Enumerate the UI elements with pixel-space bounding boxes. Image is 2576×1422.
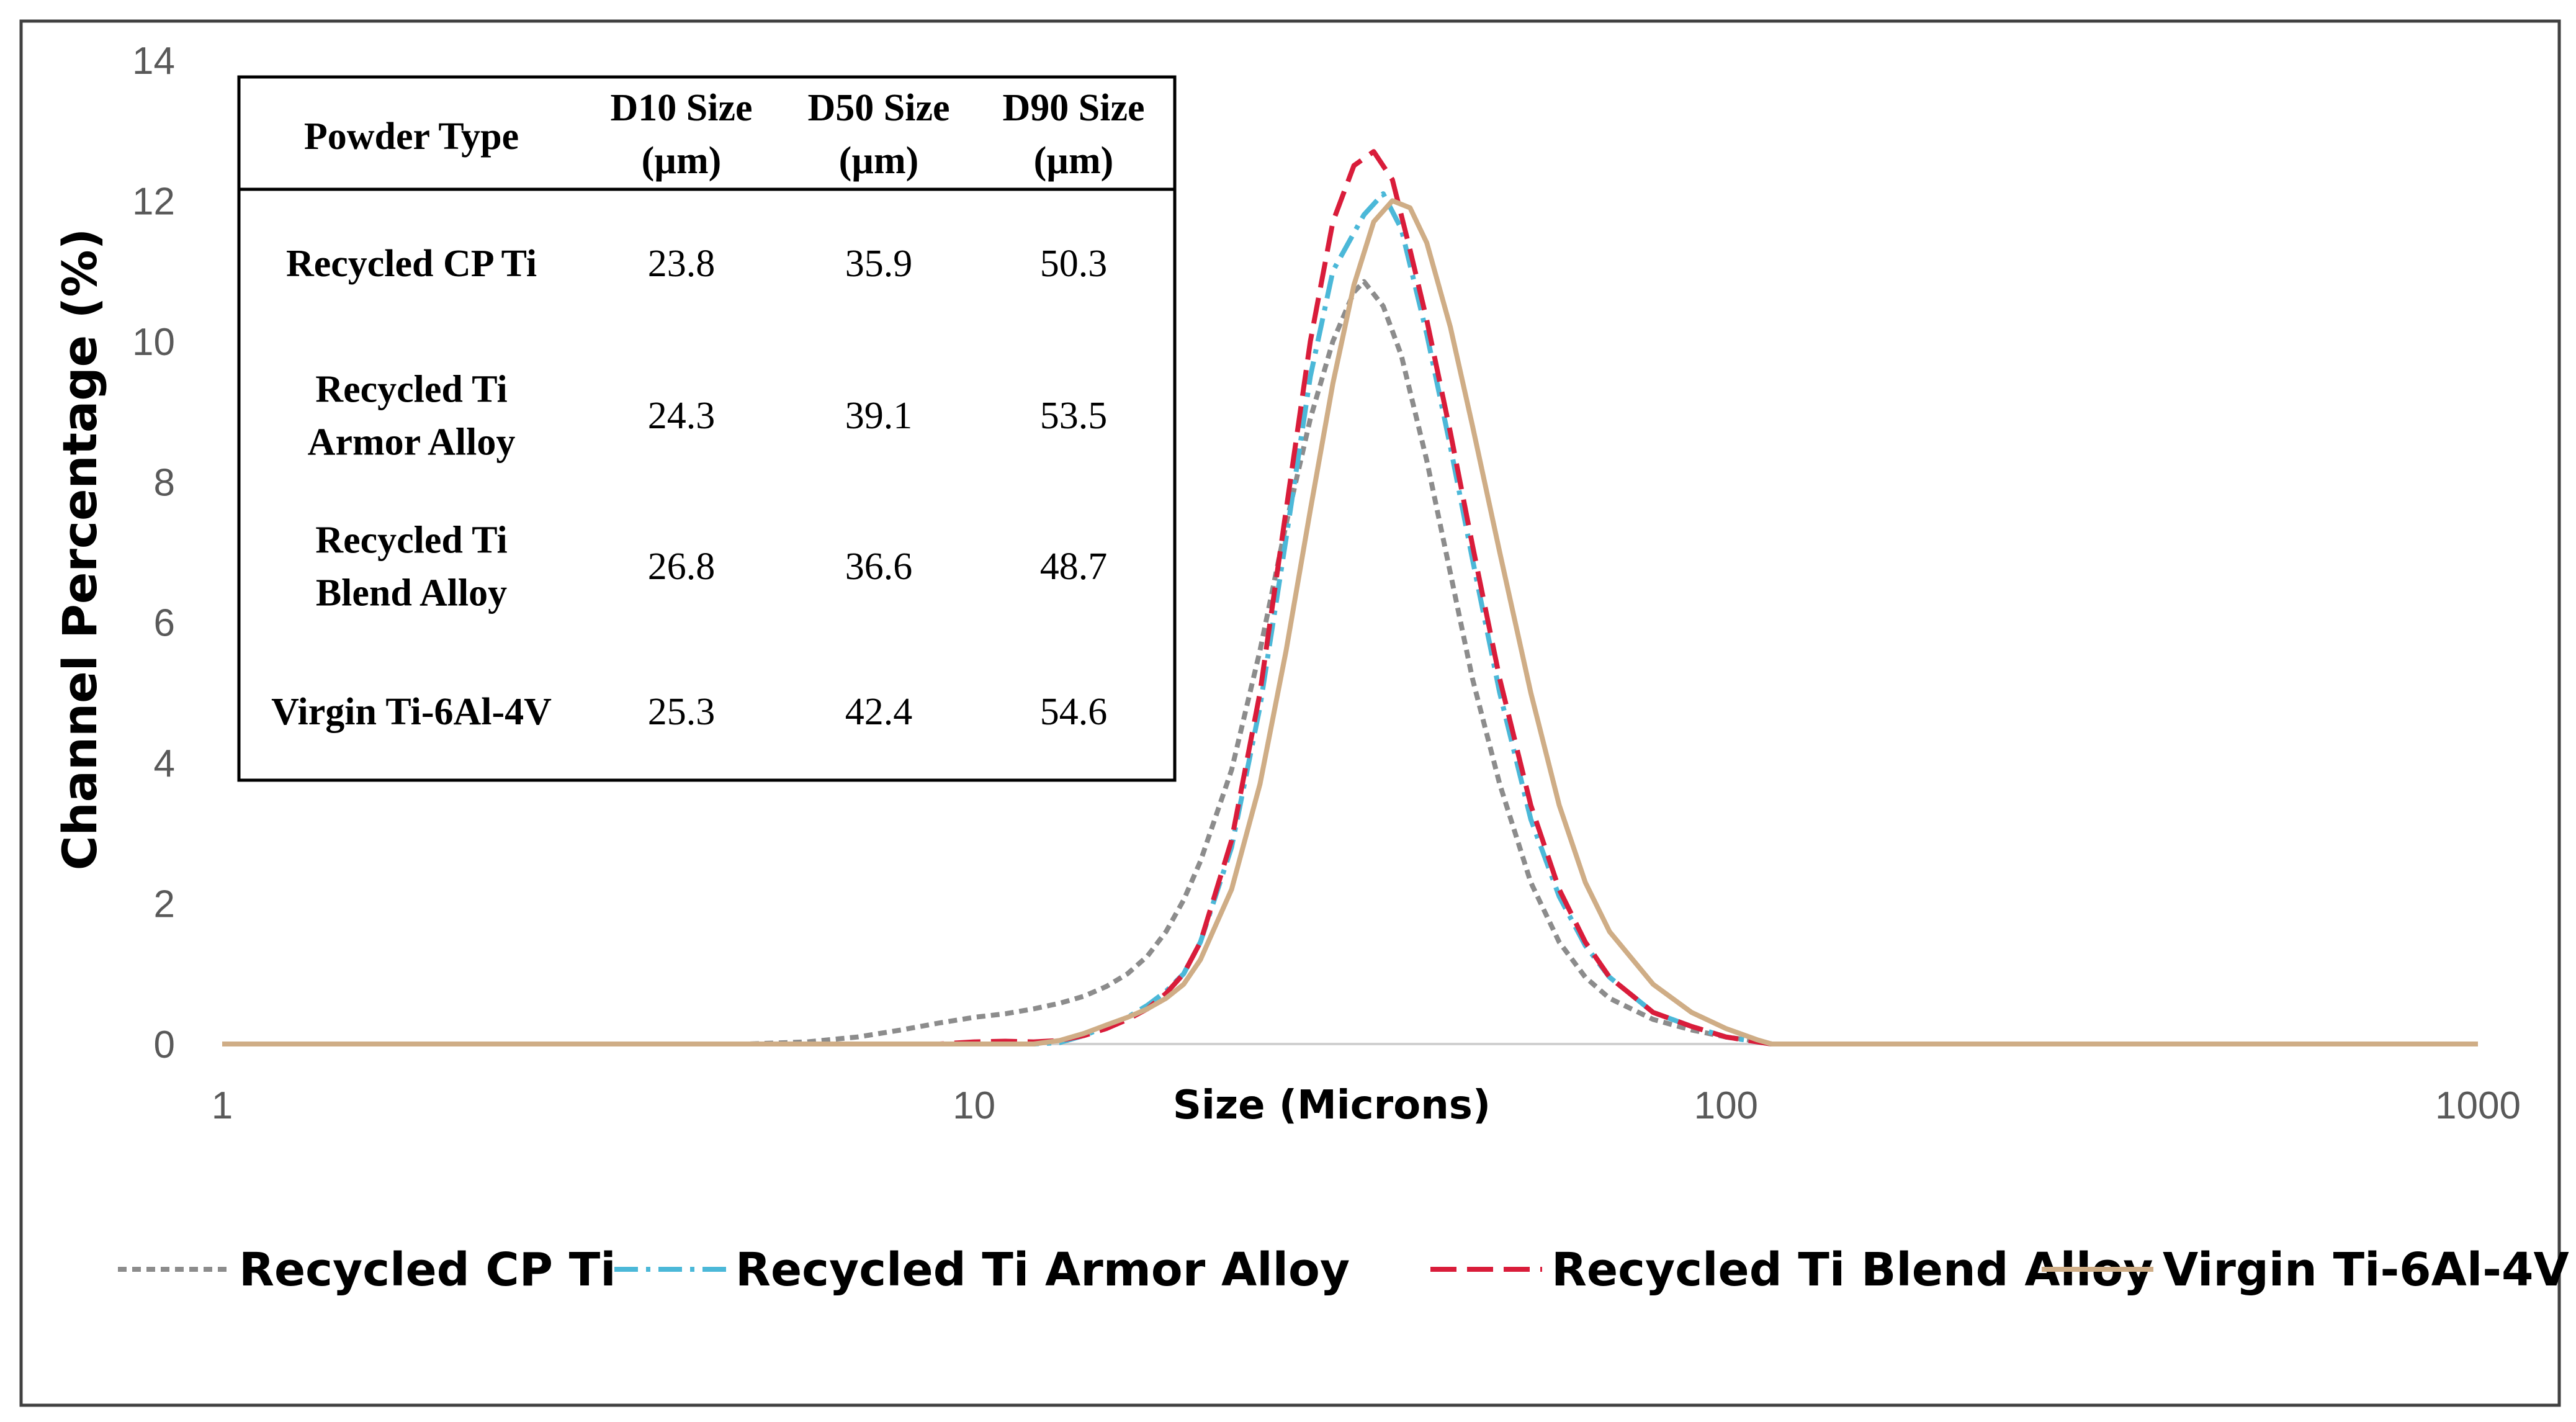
legend-label: Recycled CP Ti xyxy=(239,1243,616,1297)
table-row-label: Recycled Ti xyxy=(315,520,507,562)
x-tick-label: 1000 xyxy=(2435,1084,2521,1127)
table-cell: 42.4 xyxy=(845,691,913,733)
y-tick-label: 8 xyxy=(154,461,175,504)
table-cell: 50.3 xyxy=(1040,243,1108,285)
table-header-cell: (µm) xyxy=(642,140,722,182)
x-tick-label: 100 xyxy=(1694,1084,1758,1127)
table-cell: 48.7 xyxy=(1040,546,1108,588)
table-cell: 39.1 xyxy=(845,395,913,437)
table-header-cell: D90 Size xyxy=(1002,87,1144,129)
table-row-label: Recycled CP Ti xyxy=(286,243,537,285)
table-header-cell: Powder Type xyxy=(304,115,519,158)
legend: Recycled CP Ti Recycled Ti Armor Alloy Rec… xyxy=(118,1243,2569,1297)
y-tick-label: 0 xyxy=(154,1024,175,1066)
table-cell: 25.3 xyxy=(648,691,716,733)
table-header-cell: D50 Size xyxy=(807,87,949,129)
table-cell: 23.8 xyxy=(648,243,716,285)
legend-label: Virgin Ti-6Al-4V xyxy=(2163,1243,2569,1297)
size-distribution-table: Powder Type D10 Size (µm) D50 Size (µm) D90 S… xyxy=(237,75,1177,782)
table-cell: 36.6 xyxy=(845,546,913,588)
y-axis-ticks: 0 2 4 6 8 10 12 14 xyxy=(132,40,175,1066)
y-tick-label: 14 xyxy=(132,40,175,83)
y-axis-title: Channel Percentage (%) xyxy=(52,228,107,871)
table-row-label: Blend Alloy xyxy=(316,572,507,614)
y-tick-label: 2 xyxy=(154,883,175,926)
table-row-label: Armor Alloy xyxy=(308,421,516,464)
series-line-4 xyxy=(222,198,2478,1046)
y-tick-label: 10 xyxy=(132,321,175,364)
y-tick-label: 4 xyxy=(154,742,175,785)
x-axis-ticks: 1 10 100 1000 xyxy=(212,1084,2521,1127)
table-row-label: Recycled Ti xyxy=(315,369,507,411)
table-row-label: Virgin Ti-6Al-4V xyxy=(271,691,552,733)
x-tick-label: 10 xyxy=(953,1084,995,1127)
table-cell: 24.3 xyxy=(648,395,716,437)
table-header-cell: (µm) xyxy=(1034,140,1114,182)
table-header-cell: (µm) xyxy=(839,140,919,182)
x-axis-title: Size (Microns) xyxy=(1173,1082,1491,1128)
series-lines xyxy=(222,149,2478,1046)
y-tick-label: 6 xyxy=(154,602,175,645)
table-border xyxy=(237,75,1177,782)
table-cell: 35.9 xyxy=(845,243,913,285)
y-tick-label: 12 xyxy=(132,180,175,223)
table-cell: 54.6 xyxy=(1040,691,1108,733)
x-tick-label: 1 xyxy=(212,1084,233,1127)
table-header-cell: D10 Size xyxy=(610,87,752,129)
legend-label: Recycled Ti Armor Alloy xyxy=(735,1243,1350,1297)
table-cell: 53.5 xyxy=(1040,395,1108,437)
table-cell: 26.8 xyxy=(648,546,716,588)
